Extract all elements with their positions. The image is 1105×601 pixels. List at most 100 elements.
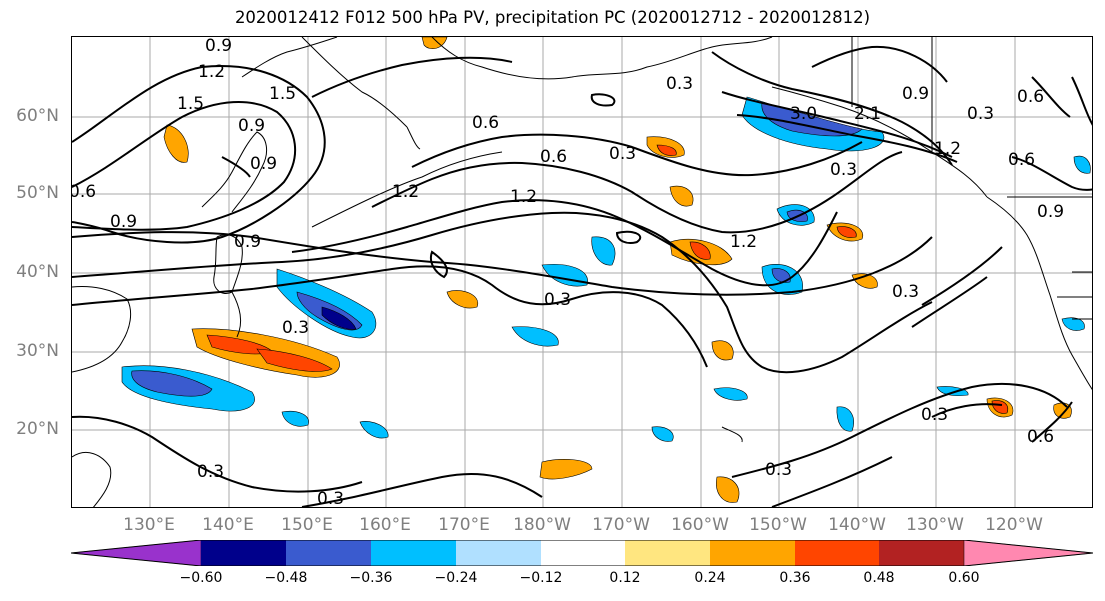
map-canvas: 0.9 1.2 1.5 1.5 0.6 0.9 0.9 0.6 0.6 0.3 … [72, 37, 1092, 508]
precip-negative-area [836, 406, 854, 432]
precip-negative-area [651, 426, 674, 442]
colorbar-segment [456, 540, 541, 566]
contour-label: 1.2 [198, 62, 225, 82]
precip-negative-core [761, 102, 863, 137]
contour-label: 0.9 [234, 232, 261, 252]
contour-label: 0.3 [197, 462, 224, 482]
map-panel: 0.9 1.2 1.5 1.5 0.6 0.9 0.9 0.6 0.6 0.3 … [71, 36, 1093, 508]
lon-label: 150°E [281, 515, 333, 535]
precip-positive-core [836, 226, 857, 238]
precip-positive-area [669, 185, 694, 207]
colorbar-tick-label: −0.60 [179, 570, 223, 586]
colorbar-segment [371, 540, 456, 566]
contour-label: 1.2 [730, 232, 757, 252]
contour-label: 0.3 [666, 74, 693, 94]
colorbar-tick-label: −0.12 [519, 570, 563, 586]
contour-label: 1.2 [934, 139, 961, 159]
lon-label: 140°E [202, 515, 254, 535]
contour-label: 1.2 [392, 182, 419, 202]
precip-positive-area [711, 340, 734, 361]
precip-positive-area [421, 37, 448, 50]
coastlines [72, 37, 1092, 507]
precip-negative-area [591, 236, 616, 266]
lon-label: 160°E [359, 515, 411, 535]
contour-label: 0.9 [902, 84, 929, 104]
contour-label: 0.3 [544, 290, 571, 310]
precip-positive-area [163, 124, 189, 163]
contour-label: 0.9 [110, 212, 137, 232]
contour-label: 0.3 [921, 405, 948, 425]
contour-label: 0.3 [830, 160, 857, 180]
precip-negative-area [281, 410, 309, 427]
contour-label: 0.3 [967, 104, 994, 124]
contour-label: 3.0 [790, 104, 817, 124]
colorbar-tick-label: −0.36 [349, 570, 393, 586]
precip-negative-core [321, 306, 357, 330]
lat-label-40n: 40°N [16, 262, 59, 282]
colorbar-tick-label: 0.48 [863, 570, 895, 586]
colorbar-segment [71, 540, 202, 566]
contour-label: 0.9 [1037, 202, 1064, 222]
colorbar-segment [625, 540, 710, 566]
colorbar-segment [963, 540, 1093, 566]
precip-negative-core [131, 370, 213, 397]
contour-label: 0.6 [1027, 427, 1054, 447]
precip-positive-area [851, 273, 878, 289]
lat-label-50n: 50°N [16, 183, 59, 203]
precip-negative-area [936, 386, 969, 397]
lon-label: 140°W [828, 515, 886, 535]
precip-positive-area [539, 459, 593, 480]
colorbar-tick-label: 0.36 [779, 570, 811, 586]
lon-label: 120°W [985, 515, 1043, 535]
lon-label: 130°E [123, 515, 175, 535]
lat-label-20n: 20°N [16, 419, 59, 439]
lat-label-30n: 30°N [16, 341, 59, 361]
precip-negative-area [541, 264, 588, 287]
contour-label: 0.3 [282, 318, 309, 338]
contour-label: 1.2 [392, 182, 419, 202]
contour-label: 0.6 [1008, 150, 1035, 170]
precip-negative-area [359, 421, 389, 439]
map-title: 2020012412 F012 500 hPa PV, precipitatio… [234, 8, 871, 27]
colorbar-segment [286, 540, 371, 566]
contour-label: 0.3 [609, 144, 636, 164]
colorbar-tick-label: 0.24 [694, 570, 726, 586]
lon-label: 180°W [513, 515, 571, 535]
contour-labels: 0.9 1.2 1.5 1.5 0.6 0.9 0.9 0.6 0.6 0.3 … [72, 37, 1064, 508]
colorbar-tick-label: −0.24 [434, 570, 478, 586]
precip-negative-area [1073, 155, 1091, 174]
lon-label: 170°E [438, 515, 490, 535]
contour-label: 0.6 [1017, 87, 1044, 107]
lon-label: 160°W [671, 515, 729, 535]
contour-label: 0.6 [472, 113, 499, 133]
contour-label: 0.3 [892, 282, 919, 302]
lon-label: 170°W [592, 515, 650, 535]
colorbar [71, 540, 1093, 566]
precip-negative-area [1061, 317, 1085, 331]
precip-positive-core [256, 348, 333, 372]
contour-label: 1.2 [510, 187, 537, 207]
contour-label: 0.9 [250, 154, 277, 174]
lon-label: 130°W [906, 515, 964, 535]
precip-positive-core [689, 241, 711, 260]
contour-label: 0.6 [540, 147, 567, 167]
contour-label: 1.5 [177, 94, 204, 114]
colorbar-tick-label: 0.60 [948, 570, 980, 586]
lat-label-60n: 60°N [16, 106, 59, 126]
precipitation-shading [121, 37, 1091, 503]
lon-label: 150°W [749, 515, 807, 535]
colorbar-segment [795, 540, 879, 566]
colorbar-tick-label: −0.48 [264, 570, 308, 586]
contour-label: 1.5 [269, 84, 296, 104]
contour-label: 0.9 [238, 116, 265, 136]
colorbar-segment [879, 540, 964, 566]
precip-negative-area [713, 387, 748, 401]
precip-negative-area [511, 326, 559, 347]
colorbar-segment [541, 540, 625, 566]
contour-label: 0.6 [72, 182, 96, 202]
precip-positive-area [716, 476, 740, 503]
contour-label: 0.3 [317, 489, 344, 508]
precip-negative-core [771, 268, 791, 283]
precip-positive-core [656, 144, 677, 156]
colorbar-segment [710, 540, 795, 566]
